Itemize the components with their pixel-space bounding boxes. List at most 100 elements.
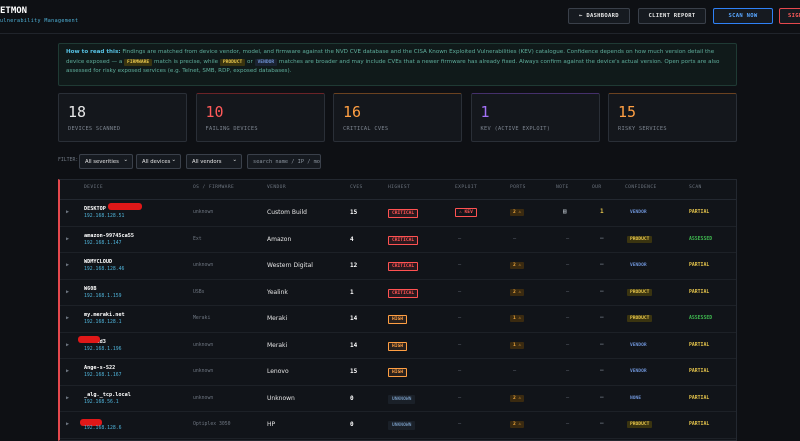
note-icon: ▤ [563,208,567,215]
note: – [566,421,570,427]
our: – [600,340,604,348]
device-ip: 192.168.128.1 [84,320,122,325]
device-ip: 192.168.128.46 [84,267,125,272]
severity-badge: CRITICAL [388,288,419,298]
table-row[interactable]: ▶ Ange-s-S22 192.168.1.167 unknown Lenovo 15 H… [60,359,736,386]
table-row[interactable]: ▶ 192.168.128.6 Optiplex 3050 HP 0 UNKNOWN – 2 … [60,412,736,439]
vendor: Custom Build [267,209,307,216]
os-firmware: unknown [193,210,214,215]
column-header: OUR [592,185,602,190]
our: – [600,393,604,401]
device-name: Ange-s-S22 [84,365,116,371]
filter-select[interactable]: All severities ⌄ [79,154,133,169]
vendor: Meraki [267,341,288,349]
severity-badge: HIGH [388,368,408,377]
device-ip: 192.168.1.159 [84,293,122,299]
filter-select[interactable]: All vendors ⌄ [186,154,242,169]
table-row[interactable]: ▶ amazon-99745ca55 192.168.1.147 Ext Amazon 4… [60,227,736,253]
severity-badge: CRITICAL [388,262,419,271]
scan-status: PARTIAL [689,342,710,348]
vendor: HP [267,421,276,428]
our: – [600,234,604,242]
exploit: – [458,315,462,321]
confidence-badge: PRODUCT [627,235,653,243]
os-firmware: Meraki [193,316,211,321]
severity-badge: CRITICAL [388,209,419,218]
our: 1 [600,208,604,215]
scan-now-button[interactable]: SCAN NOW [713,8,773,24]
column-header: NOTE [556,185,569,190]
severity-badge: CRITICAL [388,235,419,245]
vendor: Amazon [267,235,292,243]
table-row[interactable]: ▶ WDMYCLOUD 192.168.128.46 unknown Western D… [60,253,736,280]
column-header: OS / FIRMWARE [193,185,235,190]
column-header: VENDOR [267,185,286,190]
ports-badge: 2 ⚠ [510,288,525,296]
note: – [566,394,570,401]
stat-value: 10 [205,103,224,121]
ports-badge: 2 ⚠ [510,262,525,269]
table-header-divider [60,199,736,200]
stat-label: FAILING DEVICES [205,126,258,132]
ports: – [513,368,517,374]
table-row[interactable]: ▶dfc9ed3192.168.1.196unknownMeraki14HIGH… [60,333,736,359]
cve-count: 15 [350,209,358,216]
vendor: Meraki [267,315,288,322]
info-text: matches are broader and may include CVEs… [66,58,720,75]
exploit: – [458,368,462,374]
expand-arrow: ▶ [66,262,70,268]
exploit: – [458,262,462,268]
stat-label: RISKY SERVICES [618,126,667,132]
scan-status: PARTIAL [689,422,710,427]
confidence-badge: NONE [630,395,642,401]
our: – [600,367,604,374]
device-name: amazon-99745ca55 [84,232,134,239]
device-name: DESKTOP [84,206,106,212]
exploit: – [458,421,462,427]
scan-status: ASSESSED [689,236,713,242]
scan-status: PARTIAL [689,369,710,374]
app-subtitle: ulnerability Management [0,18,79,24]
column-header: EXPLOIT [455,185,478,190]
ports-badge: 1 ⚠ [510,315,525,322]
client-report-button[interactable]: CLIENT REPORT [638,8,706,24]
our: – [600,261,604,268]
os-firmware: unknown [193,342,214,348]
ports-badge: 2 ⚠ [510,421,525,428]
table-row[interactable]: ▶ my.meraki.net 192.168.128.1 Meraki Meraki 1… [60,306,736,333]
severity-badge: HIGH [388,315,408,324]
info-box: How to read this: Findings are matched f… [58,43,737,86]
severity-badge: UNKNOWN [388,394,416,404]
dashboard-button[interactable]: ← DASHBOARD [568,8,630,24]
search-input[interactable]: search name / IP / mo [247,154,321,169]
stat-card: 15 RISKY SERVICES [608,93,737,142]
vendor: Unknown [267,394,295,402]
table-row[interactable]: ▶ _alg._tcp.local 192.168.56.1 unknown Unkno… [60,386,736,412]
expand-arrow: ▶ [66,235,70,242]
expand-arrow: ▶ [66,421,70,427]
column-header: HIGHEST [388,185,411,190]
expand-arrow: ▶ [66,368,70,374]
os-firmware: Optiplex 3050 [193,422,231,427]
filter-select[interactable]: All devices ⌄ [136,154,181,169]
device-name: _alg._tcp.local [84,391,131,398]
cve-count: 14 [350,341,358,349]
app-title: ETMON [0,6,28,16]
confidence-badge: PRODUCT [627,421,653,428]
stat-label: CRITICAL CVES [343,126,389,132]
table-row[interactable]: ▶ W60B 192.168.1.159 USBs Yealink 1 CRITICAL – 2… [60,280,736,306]
sign-out-button[interactable]: SIGN [779,8,800,24]
severity-badge: HIGH [388,341,408,351]
device-ip: 192.168.1.196 [84,346,122,352]
confidence-badge: VENDOR [630,210,647,215]
redaction [78,335,100,343]
firmware-chip: FIRMWARE [124,58,153,66]
our: – [600,314,604,321]
exploit: – [458,288,462,295]
os-firmware: unknown [193,263,214,268]
table-row[interactable]: ▶ DESKTOP 192.168.128.51 unknown Custom Buil… [60,200,736,227]
stat-label: DEVICES SCANNED [68,126,121,132]
stat-value: 16 [343,103,362,121]
cve-count: 0 [350,421,354,428]
cve-count: 15 [350,368,358,375]
